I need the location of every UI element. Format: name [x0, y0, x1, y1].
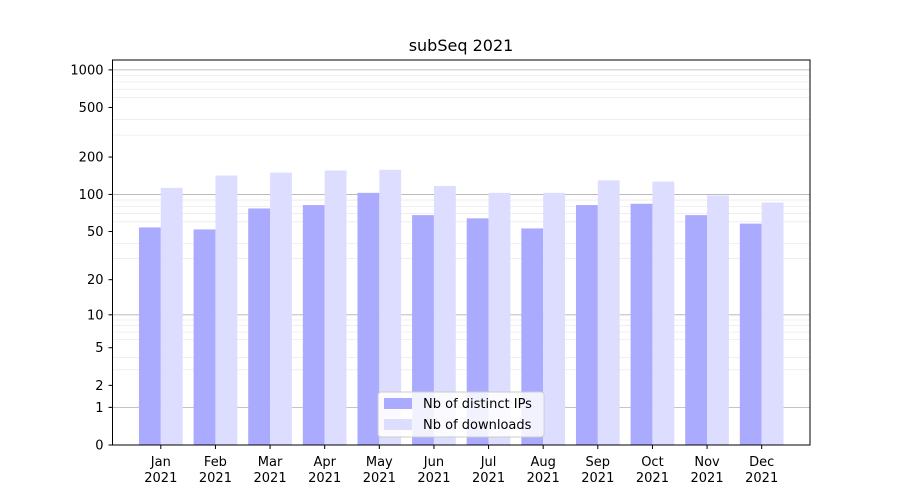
bar-distinct-ips: [521, 228, 544, 445]
y-tick-label: 10: [87, 308, 104, 323]
bar-distinct-ips: [193, 229, 216, 445]
y-tick-label: 20: [87, 273, 104, 288]
y-tick-label: 0: [95, 439, 103, 454]
x-tick-label: Apr 2021: [308, 455, 341, 486]
chart-title: subSeq 2021: [409, 36, 514, 55]
x-tick-label: Nov 2021: [691, 455, 724, 486]
bar-downloads: [324, 170, 347, 446]
bar-downloads: [379, 169, 402, 445]
bar-downloads: [652, 181, 675, 445]
bar-distinct-ips: [138, 227, 161, 445]
bar-downloads: [270, 172, 292, 445]
bar-distinct-ips: [412, 215, 434, 445]
x-tick-label: Jun 2021: [417, 455, 450, 486]
x-tick-label: Jan 2021: [144, 455, 177, 486]
bar-distinct-ips: [685, 215, 708, 445]
bar-downloads: [597, 180, 620, 445]
legend-label: Nb of distinct IPs: [423, 397, 532, 412]
bar-distinct-ips: [575, 205, 598, 445]
x-axis: Jan 2021 Feb 2021 Mar 2021 Apr 2021 May 2021 Jun 20…: [144, 445, 778, 486]
bar-distinct-ips: [739, 223, 762, 445]
bars: [138, 169, 784, 446]
bar-downloads: [160, 187, 183, 445]
x-tick-label: Oct 2021: [636, 455, 669, 486]
y-tick-label: 5: [95, 341, 103, 356]
y-tick-label: 50: [87, 225, 104, 240]
x-tick-label: Aug 2021: [527, 455, 560, 486]
bar-downloads: [488, 192, 511, 445]
bar-downloads: [761, 202, 784, 445]
plot-frame: [112, 59, 811, 446]
bar-downloads: [707, 195, 729, 445]
bar-distinct-ips: [630, 203, 653, 445]
legend-swatch: [384, 419, 412, 430]
y-tick-label: 200: [79, 151, 104, 166]
bar-distinct-ips: [466, 218, 489, 445]
y-axis: 0 1 2 5 10 20 50 100 200 500 1000: [70, 63, 113, 454]
y-tick-label: 2: [95, 379, 103, 394]
y-tick-label: 500: [79, 101, 104, 116]
y-tick-label: 1000: [70, 63, 103, 78]
bar-downloads: [543, 192, 566, 445]
x-tick-label: Feb 2021: [199, 455, 232, 486]
y-tick-label: 1: [95, 401, 103, 416]
legend: Nb of distinct IPs Nb of downloads: [377, 391, 545, 438]
x-tick-label: Jul 2021: [472, 455, 505, 486]
bar-downloads: [215, 175, 238, 445]
x-tick-label: Sep 2021: [581, 455, 614, 486]
y-tick-label: 100: [79, 188, 104, 203]
bar-downloads: [433, 185, 456, 445]
bar-distinct-ips: [248, 208, 271, 445]
x-tick-label: Mar 2021: [254, 455, 287, 486]
legend-box: [377, 391, 545, 438]
legend-label: Nb of downloads: [423, 418, 532, 433]
legend-swatch: [384, 398, 412, 409]
x-tick-label: May 2021: [363, 455, 396, 486]
bar-distinct-ips: [357, 192, 380, 445]
x-tick-label: Dec 2021: [745, 455, 778, 486]
bar-distinct-ips: [302, 205, 325, 445]
